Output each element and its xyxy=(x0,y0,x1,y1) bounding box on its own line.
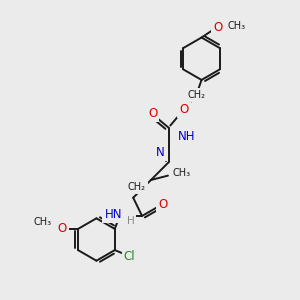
Text: O: O xyxy=(148,107,157,120)
Text: CH₃: CH₃ xyxy=(173,168,191,178)
Text: NH: NH xyxy=(178,130,196,143)
Text: CH₂: CH₂ xyxy=(128,182,146,192)
Text: HN: HN xyxy=(104,208,122,221)
Text: CH₂: CH₂ xyxy=(187,90,205,100)
Text: O: O xyxy=(179,103,188,116)
Text: CH₃: CH₃ xyxy=(227,21,245,31)
Text: N: N xyxy=(156,146,165,159)
Text: CH₃: CH₃ xyxy=(33,218,52,227)
Text: H: H xyxy=(127,216,135,226)
Text: O: O xyxy=(158,198,167,211)
Text: O: O xyxy=(213,21,222,34)
Text: O: O xyxy=(57,222,67,236)
Text: Cl: Cl xyxy=(124,250,135,263)
